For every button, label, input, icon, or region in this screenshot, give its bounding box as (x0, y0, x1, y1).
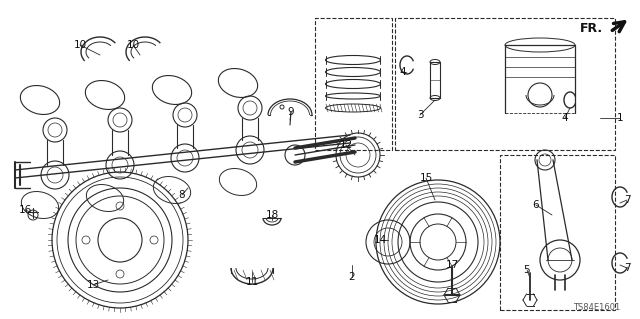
Text: 5: 5 (524, 265, 531, 275)
Text: 9: 9 (288, 107, 294, 117)
Text: 2: 2 (349, 272, 355, 282)
Bar (395, 18, 615, 150)
Text: 6: 6 (532, 200, 540, 210)
Text: 4: 4 (400, 67, 406, 77)
Text: 14: 14 (373, 235, 387, 245)
Text: 10: 10 (127, 40, 140, 50)
Text: 7: 7 (624, 195, 630, 205)
Text: 16: 16 (19, 205, 31, 215)
Text: 4: 4 (562, 113, 568, 123)
Bar (315, 18, 392, 150)
Text: 10: 10 (74, 40, 86, 50)
Text: 12: 12 (339, 140, 353, 150)
Text: 17: 17 (445, 260, 459, 270)
Text: 15: 15 (419, 173, 433, 183)
Text: 13: 13 (86, 280, 100, 290)
Text: TS84E1601: TS84E1601 (573, 303, 620, 313)
Text: 8: 8 (179, 190, 186, 200)
Text: 11: 11 (245, 277, 259, 287)
Text: FR.: FR. (580, 21, 603, 34)
Text: 3: 3 (417, 110, 423, 120)
Bar (500, 155, 615, 310)
Text: 7: 7 (624, 263, 630, 273)
Text: 1: 1 (617, 113, 623, 123)
Text: 18: 18 (266, 210, 278, 220)
